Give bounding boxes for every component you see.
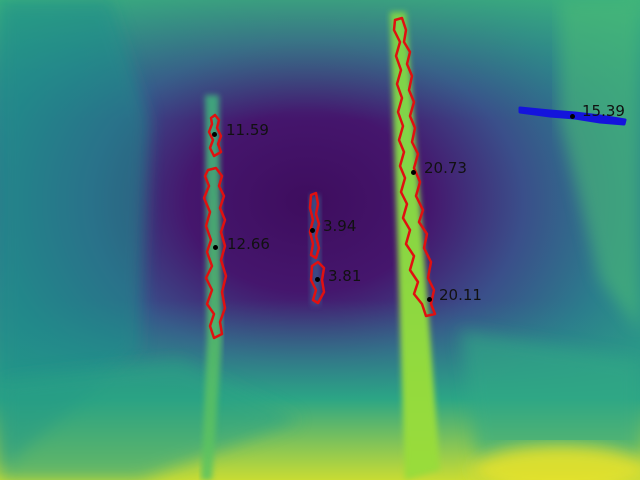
marker-dot <box>411 170 416 175</box>
contour-5 <box>392 16 437 318</box>
contour-2 <box>202 166 228 340</box>
marker-dot <box>570 114 575 119</box>
measurement-label: 11.59 <box>226 121 269 139</box>
marker-dot <box>213 245 218 250</box>
contour-3 <box>308 191 321 260</box>
marker-dot <box>310 228 315 233</box>
measurement-label: 12.66 <box>227 235 270 253</box>
measurement-label: 3.94 <box>323 217 357 235</box>
contour-1 <box>207 113 223 158</box>
marker-dot <box>315 277 320 282</box>
measurement-label: 20.73 <box>424 159 467 177</box>
measurement-label: 20.11 <box>439 286 482 304</box>
contour-4 <box>309 260 326 305</box>
measurement-label: 15.39 <box>582 102 625 120</box>
measurement-label: 3.81 <box>328 267 362 285</box>
marker-dot <box>212 132 217 137</box>
marker-dot <box>427 297 432 302</box>
